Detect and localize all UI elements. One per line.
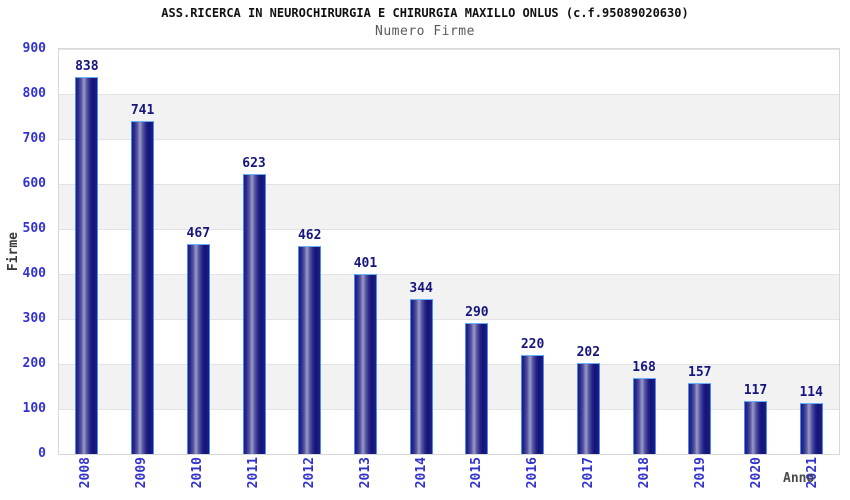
x-tick-cell: 2015	[449, 457, 505, 499]
y-tick-label: 600	[22, 176, 46, 191]
bar-value-label: 838	[75, 59, 99, 74]
bar-column-2015: 290	[449, 49, 505, 454]
y-axis-ticks: 0 100 200 300 400 500 600 700 800 900	[0, 41, 52, 461]
bar-2019	[688, 383, 712, 454]
x-tick-label: 2010	[190, 457, 206, 489]
y-tick-label: 200	[22, 356, 46, 371]
x-tick-cell: 2016	[505, 457, 561, 499]
x-tick-label: 2015	[469, 457, 485, 489]
bar-value-label: 741	[130, 103, 155, 118]
bar-column-2010: 467	[170, 49, 226, 454]
bar-column-2020: 117	[728, 49, 784, 454]
bar-value-label: 344	[409, 281, 433, 296]
y-tick-label: 0	[38, 446, 46, 461]
bar-2012	[298, 246, 322, 454]
x-tick-label: 2018	[637, 457, 653, 489]
x-axis-ticks: 2008 2009 2010 2011 2012 2013 2014 2015 2016 2017…	[58, 457, 840, 499]
bar-2014	[409, 299, 433, 454]
bar-column-2013: 401	[338, 49, 394, 454]
x-tick-label: 2012	[301, 457, 317, 489]
x-tick-cell: 2018	[617, 457, 673, 499]
bar-2021	[799, 403, 823, 454]
bar-column-2017: 202	[560, 49, 616, 454]
x-tick-cell: 2017	[561, 457, 617, 499]
chart-title: ASS.RICERCA IN NEUROCHIRURGIA E CHIRURGI…	[161, 6, 689, 20]
bar-column-2012: 462	[282, 49, 338, 454]
y-tick-label: 400	[22, 266, 46, 281]
x-tick-label: 2014	[413, 457, 429, 489]
x-tick-cell: 2012	[281, 457, 337, 499]
x-tick-cell: 2011	[226, 457, 282, 499]
bar-2018	[632, 378, 656, 454]
bar-column-2021: 114	[783, 49, 839, 454]
bar-value-label: 202	[576, 345, 601, 360]
x-tick-label: 2013	[357, 457, 373, 489]
x-tick-label: 2016	[525, 457, 541, 489]
bar-2010	[186, 244, 210, 454]
x-tick-label: 2017	[581, 457, 597, 489]
bar-value-label: 220	[520, 337, 545, 352]
x-tick-label: 2008	[78, 457, 94, 489]
bar-value-label: 290	[465, 305, 489, 320]
bar-value-label: 157	[688, 365, 712, 380]
bars-layer: 838 741 467 623 462 401 344 290 220 202 168 157 117 1…	[59, 49, 839, 454]
y-tick-label: 900	[22, 41, 46, 56]
y-tick-label: 100	[22, 401, 46, 416]
bar-column-2016: 220	[505, 49, 561, 454]
bar-2011	[242, 174, 266, 454]
bar-value-label: 462	[297, 228, 322, 243]
x-tick-cell: 2009	[114, 457, 170, 499]
y-tick-label: 800	[22, 86, 46, 101]
bar-value-label: 623	[242, 156, 266, 171]
bar-value-label: 117	[743, 383, 768, 398]
x-axis-title: Anno	[783, 471, 815, 486]
bar-column-2018: 168	[616, 49, 672, 454]
bar-2017	[576, 363, 600, 454]
bar-2013	[353, 274, 377, 454]
bar-column-2011: 623	[226, 49, 282, 454]
x-tick-cell: 2013	[337, 457, 393, 499]
bar-2009	[131, 121, 155, 454]
x-tick-label: 2020	[748, 457, 764, 489]
bar-value-label: 467	[186, 226, 211, 241]
y-tick-label: 700	[22, 131, 46, 146]
plot-area: 838 741 467 623 462 401 344 290 220 202 168 157 117 1…	[58, 48, 840, 455]
bar-2008	[75, 77, 99, 454]
x-tick-label: 2009	[134, 457, 150, 489]
bar-column-2009: 741	[115, 49, 171, 454]
x-tick-label: 2019	[692, 457, 708, 489]
bar-2016	[521, 355, 545, 454]
bar-column-2008: 838	[59, 49, 115, 454]
bar-column-2014: 344	[393, 49, 449, 454]
bar-value-label: 114	[799, 385, 823, 400]
y-tick-label: 500	[22, 221, 46, 236]
x-tick-cell: 2008	[58, 457, 114, 499]
y-tick-label: 300	[22, 311, 46, 326]
bar-value-label: 168	[632, 360, 656, 375]
bar-2015	[465, 323, 489, 454]
bar-2020	[743, 401, 767, 454]
bar-column-2019: 157	[672, 49, 728, 454]
x-tick-cell: 2014	[393, 457, 449, 499]
bar-value-label: 401	[353, 256, 378, 271]
chart-subtitle: Numero Firme	[375, 24, 475, 39]
x-tick-label: 2011	[246, 457, 261, 489]
x-tick-cell: 2020	[728, 457, 784, 499]
x-tick-cell: 2010	[170, 457, 226, 499]
x-tick-cell: 2019	[672, 457, 728, 499]
